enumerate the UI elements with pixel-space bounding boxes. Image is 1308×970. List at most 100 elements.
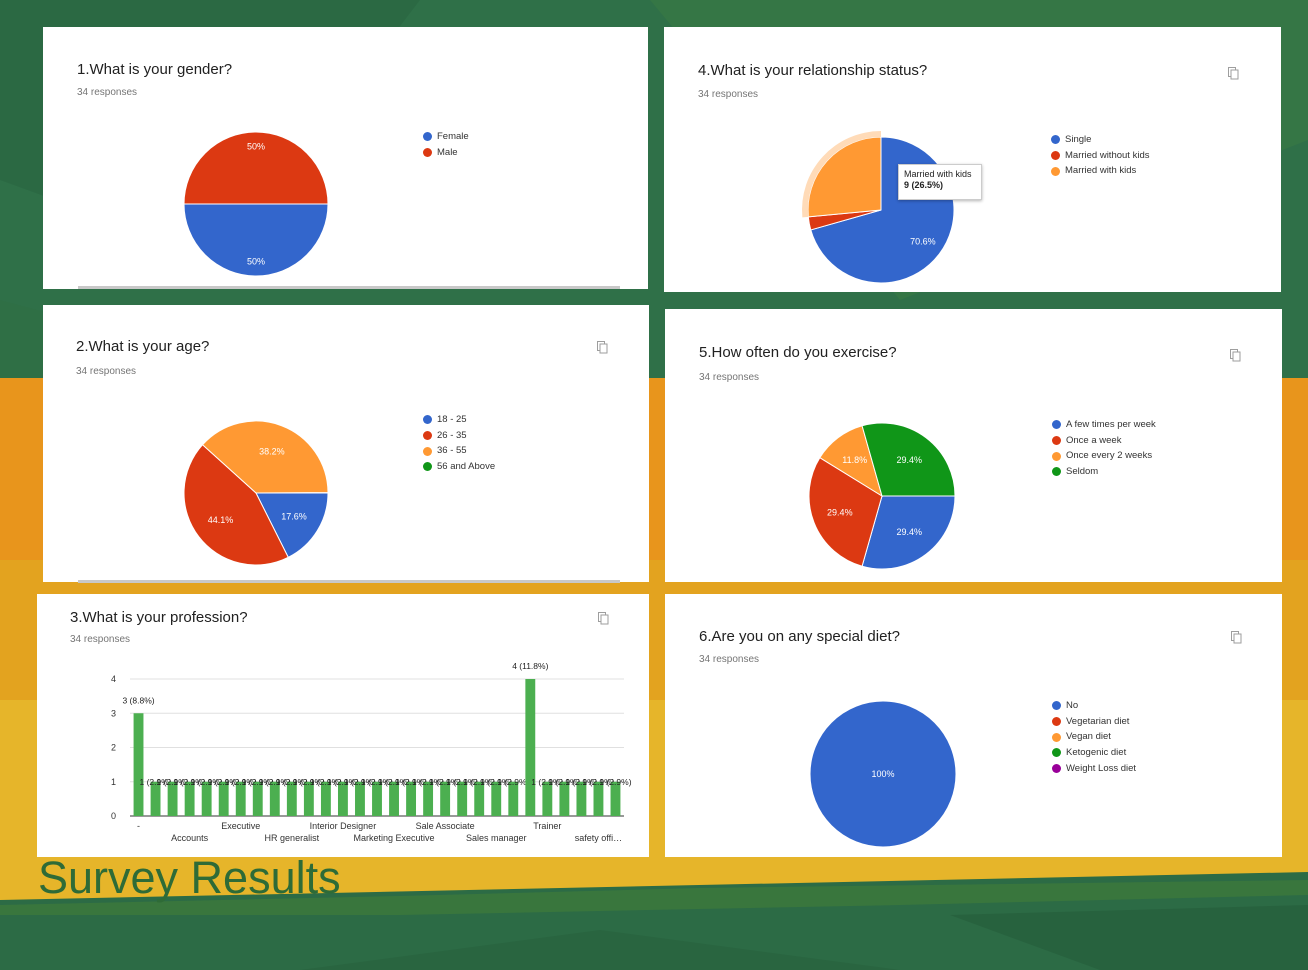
pie-slice-36-55[interactable]: [201, 420, 329, 494]
bar[interactable]: [508, 781, 519, 816]
legend-item[interactable]: 56 and Above: [423, 459, 495, 475]
legend-label: Female: [437, 131, 469, 142]
bar[interactable]: [406, 781, 417, 816]
legend-swatch: [1052, 451, 1061, 461]
copy-icon[interactable]: [598, 612, 609, 625]
x-tick-label: safety offi…: [575, 833, 622, 843]
bar[interactable]: [269, 781, 280, 816]
legend-item[interactable]: Once a week: [1052, 433, 1156, 449]
legend-label: Seldom: [1066, 466, 1099, 478]
legend-item[interactable]: Vegetarian diet: [1052, 714, 1136, 730]
bar-data-label: 1 (2.9%): [429, 777, 461, 787]
copy-icon[interactable]: [597, 341, 608, 354]
legend-swatch: [1052, 748, 1061, 758]
legend-item[interactable]: Weight Loss diet: [1052, 761, 1136, 777]
bar[interactable]: [610, 781, 621, 816]
legend-item[interactable]: Ketogenic diet: [1052, 745, 1136, 761]
bar[interactable]: [355, 781, 365, 816]
pie-slice-male[interactable]: [183, 131, 329, 205]
pie-slice-no[interactable]: [809, 700, 957, 848]
bar[interactable]: [423, 781, 434, 816]
pie-data-label: 11.8%: [842, 455, 867, 465]
bar[interactable]: [303, 781, 314, 816]
bar[interactable]: [440, 781, 451, 816]
bar[interactable]: [559, 781, 570, 816]
bar[interactable]: [542, 781, 553, 816]
bar[interactable]: [474, 781, 485, 816]
legend-swatch: [423, 415, 432, 425]
legend-item[interactable]: A few times per week: [1052, 417, 1156, 433]
bar-data-label: 1 (2.9%): [395, 777, 427, 787]
bar[interactable]: [525, 679, 536, 816]
x-tick-label: Marketing Executive: [354, 833, 435, 843]
bar-data-label: 1 (2.9%): [531, 777, 563, 787]
legend-label: 18 - 25: [437, 414, 467, 425]
bar[interactable]: [576, 781, 587, 816]
legend-item[interactable]: 18 - 25: [423, 412, 495, 428]
legend-item[interactable]: Female: [423, 129, 469, 145]
bar-data-label: 1 (2.9%): [191, 777, 223, 787]
legend-item[interactable]: 26 - 35: [423, 428, 495, 444]
pie-slice-26-35[interactable]: [183, 444, 289, 566]
chart-legend: Female Male: [423, 129, 469, 160]
bar[interactable]: [320, 781, 331, 816]
legend-item[interactable]: No: [1052, 698, 1136, 714]
bar[interactable]: [235, 781, 246, 816]
bar[interactable]: [337, 781, 348, 816]
chart-legend: No Vegetarian diet Vegan diet Ketogenic die…: [1052, 698, 1136, 776]
legend-label: A few times per week: [1066, 419, 1156, 430]
bar[interactable]: [457, 781, 468, 816]
pie-slice-female[interactable]: [183, 203, 329, 277]
legend-item[interactable]: Male: [423, 145, 469, 161]
copy-icon[interactable]: [1230, 349, 1241, 362]
pie-slice-seldom[interactable]: [861, 422, 956, 497]
bar[interactable]: [372, 781, 382, 816]
legend-item[interactable]: 36 - 55: [423, 443, 495, 459]
pie-slice-a-few-times-per-week[interactable]: [861, 495, 956, 570]
chart-card-gender: 1.What is your gender? 34 responses 50% 5…: [43, 27, 648, 289]
bar-data-label: 4 (11.8%): [512, 661, 548, 671]
legend-item[interactable]: Once every 2 weeks: [1052, 448, 1156, 464]
legend-swatch: [1052, 701, 1061, 711]
bar[interactable]: [593, 781, 604, 816]
chart-card-diet: 6.Are you on any special diet? 34 respon…: [665, 594, 1282, 857]
bar-data-label: 1 (2.9%): [463, 777, 495, 787]
x-tick-label: Executive: [221, 821, 260, 831]
copy-icon[interactable]: [1228, 67, 1239, 80]
y-tick-label: 1: [111, 777, 116, 787]
pie-slice-18-25[interactable]: [255, 492, 329, 559]
bar[interactable]: [167, 781, 178, 816]
copy-icon[interactable]: [1231, 631, 1242, 644]
legend-item[interactable]: Single: [1051, 132, 1149, 148]
legend-swatch: [423, 431, 432, 441]
bar-data-label: 1 (2.9%): [344, 777, 376, 787]
bar[interactable]: [150, 781, 161, 816]
pie-slice-married-with-kids[interactable]: [807, 136, 882, 218]
legend-item[interactable]: Vegan diet: [1052, 729, 1136, 745]
legend-swatch: [1051, 135, 1060, 145]
bar[interactable]: [201, 781, 212, 816]
legend-item[interactable]: Married without kids: [1051, 148, 1149, 164]
legend-label: 36 - 55: [437, 445, 467, 457]
bar[interactable]: [184, 781, 195, 816]
response-count: 34 responses: [70, 634, 131, 645]
legend-label: Ketogenic diet: [1066, 747, 1127, 759]
legend-label: No: [1066, 700, 1079, 711]
x-tick-label: Sale Associate: [416, 821, 475, 831]
bar[interactable]: [491, 781, 502, 816]
legend-item[interactable]: Seldom: [1052, 464, 1156, 480]
bar[interactable]: [286, 781, 297, 816]
bar[interactable]: [218, 781, 229, 816]
pie-data-label: 29.4%: [897, 455, 923, 465]
bar[interactable]: [252, 781, 263, 816]
legend-item[interactable]: Married with kids: [1051, 163, 1149, 179]
response-count: 34 responses: [699, 372, 760, 383]
legend-swatch: [423, 446, 432, 456]
bar[interactable]: [389, 781, 399, 816]
legend-label: Vegan diet: [1066, 731, 1111, 743]
chart-card-exercise: 5.How often do you exercise? 34 response…: [665, 309, 1282, 582]
bar[interactable]: [133, 713, 144, 816]
bar-data-label: 1 (2.9%): [208, 777, 240, 787]
legend-label: Vegetarian diet: [1066, 715, 1130, 727]
